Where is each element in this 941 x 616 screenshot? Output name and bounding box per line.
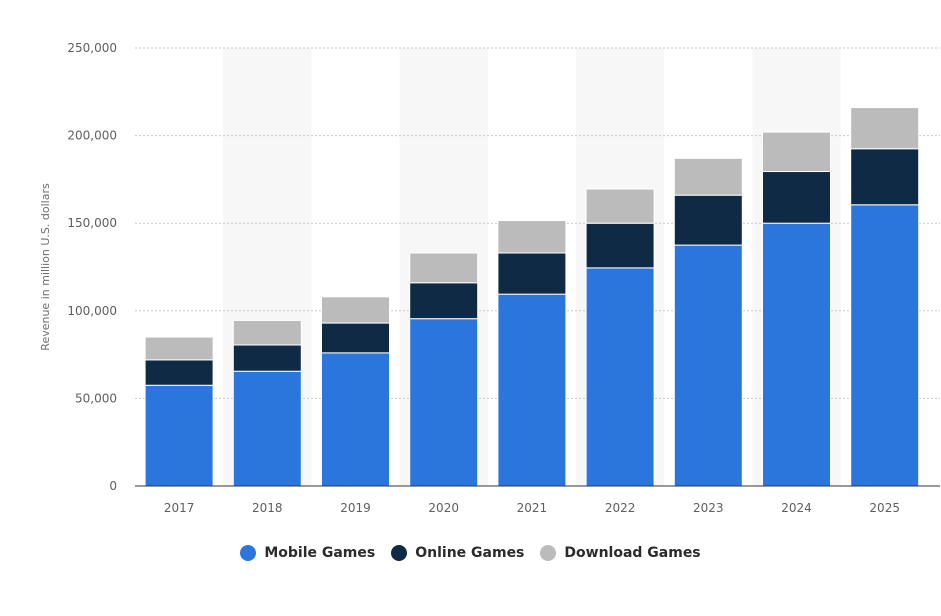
y-tick-label: 150,000: [67, 216, 117, 230]
bar-segment-download-games[interactable]: [674, 158, 742, 195]
bar-segment-online-games[interactable]: [586, 223, 654, 268]
legend-label: Online Games: [415, 545, 524, 561]
y-tick-label: 200,000: [67, 129, 117, 143]
x-tick-label: 2021: [517, 501, 548, 515]
bar-segment-download-games[interactable]: [498, 221, 566, 253]
x-tick-label: 2019: [340, 501, 371, 515]
legend-swatch-download-games: [540, 545, 556, 561]
bar-segment-mobile-games[interactable]: [145, 385, 213, 486]
legend-label: Mobile Games: [264, 545, 375, 561]
bar-segment-mobile-games[interactable]: [851, 205, 919, 486]
bar-segment-download-games[interactable]: [233, 320, 301, 345]
y-tick-label: 100,000: [67, 304, 117, 318]
x-tick-label: 2025: [869, 501, 900, 515]
x-tick-label: 2020: [428, 501, 459, 515]
y-axis-title: Revenue in million U.S. dollars: [39, 183, 52, 351]
bar-segment-mobile-games[interactable]: [233, 371, 301, 486]
bar-segment-mobile-games[interactable]: [410, 319, 478, 486]
y-tick-label: 250,000: [67, 41, 117, 55]
bar-segment-download-games[interactable]: [145, 337, 213, 360]
legend-swatch-mobile-games: [240, 545, 256, 561]
bar-segment-download-games[interactable]: [586, 189, 654, 223]
x-tick-label: 2023: [693, 501, 724, 515]
bar-segment-mobile-games[interactable]: [674, 245, 742, 486]
legend-item-mobile-games[interactable]: Mobile Games: [240, 545, 375, 561]
bar-segment-online-games[interactable]: [674, 195, 742, 245]
bar-segment-online-games[interactable]: [763, 172, 831, 224]
bar-segment-mobile-games[interactable]: [586, 268, 654, 486]
bar-segment-mobile-games[interactable]: [322, 353, 390, 486]
bar-segment-download-games[interactable]: [322, 297, 390, 323]
x-tick-label: 2018: [252, 501, 283, 515]
legend: Mobile Games Online Games Download Games: [0, 545, 941, 561]
y-tick-label: 0: [109, 479, 117, 493]
legend-item-online-games[interactable]: Online Games: [391, 545, 524, 561]
bar-segment-online-games[interactable]: [322, 323, 390, 353]
legend-swatch-online-games: [391, 545, 407, 561]
legend-label: Download Games: [564, 545, 700, 561]
x-tick-label: 2024: [781, 501, 812, 515]
bar-segment-online-games[interactable]: [410, 283, 478, 319]
bar-segment-mobile-games[interactable]: [498, 294, 566, 486]
y-tick-label: 50,000: [75, 391, 117, 405]
bar-segment-download-games[interactable]: [763, 132, 831, 171]
bar-segment-download-games[interactable]: [851, 108, 919, 149]
bar-segment-online-games[interactable]: [233, 345, 301, 371]
bar-segment-online-games[interactable]: [851, 149, 919, 205]
bar-segment-mobile-games[interactable]: [763, 223, 831, 486]
x-tick-label: 2022: [605, 501, 636, 515]
bar-segment-online-games[interactable]: [145, 360, 213, 385]
legend-item-download-games[interactable]: Download Games: [540, 545, 700, 561]
x-tick-label: 2017: [164, 501, 195, 515]
y-axis-tick-labels: 0 50,000 100,000 150,000 200,000 250,000: [67, 41, 117, 493]
bar-segment-download-games[interactable]: [410, 253, 478, 283]
x-axis-tick-labels: 2017 2018 2019 2020 2021 2022 2023 2024 2025: [164, 501, 900, 515]
bar-segment-online-games[interactable]: [498, 253, 566, 294]
